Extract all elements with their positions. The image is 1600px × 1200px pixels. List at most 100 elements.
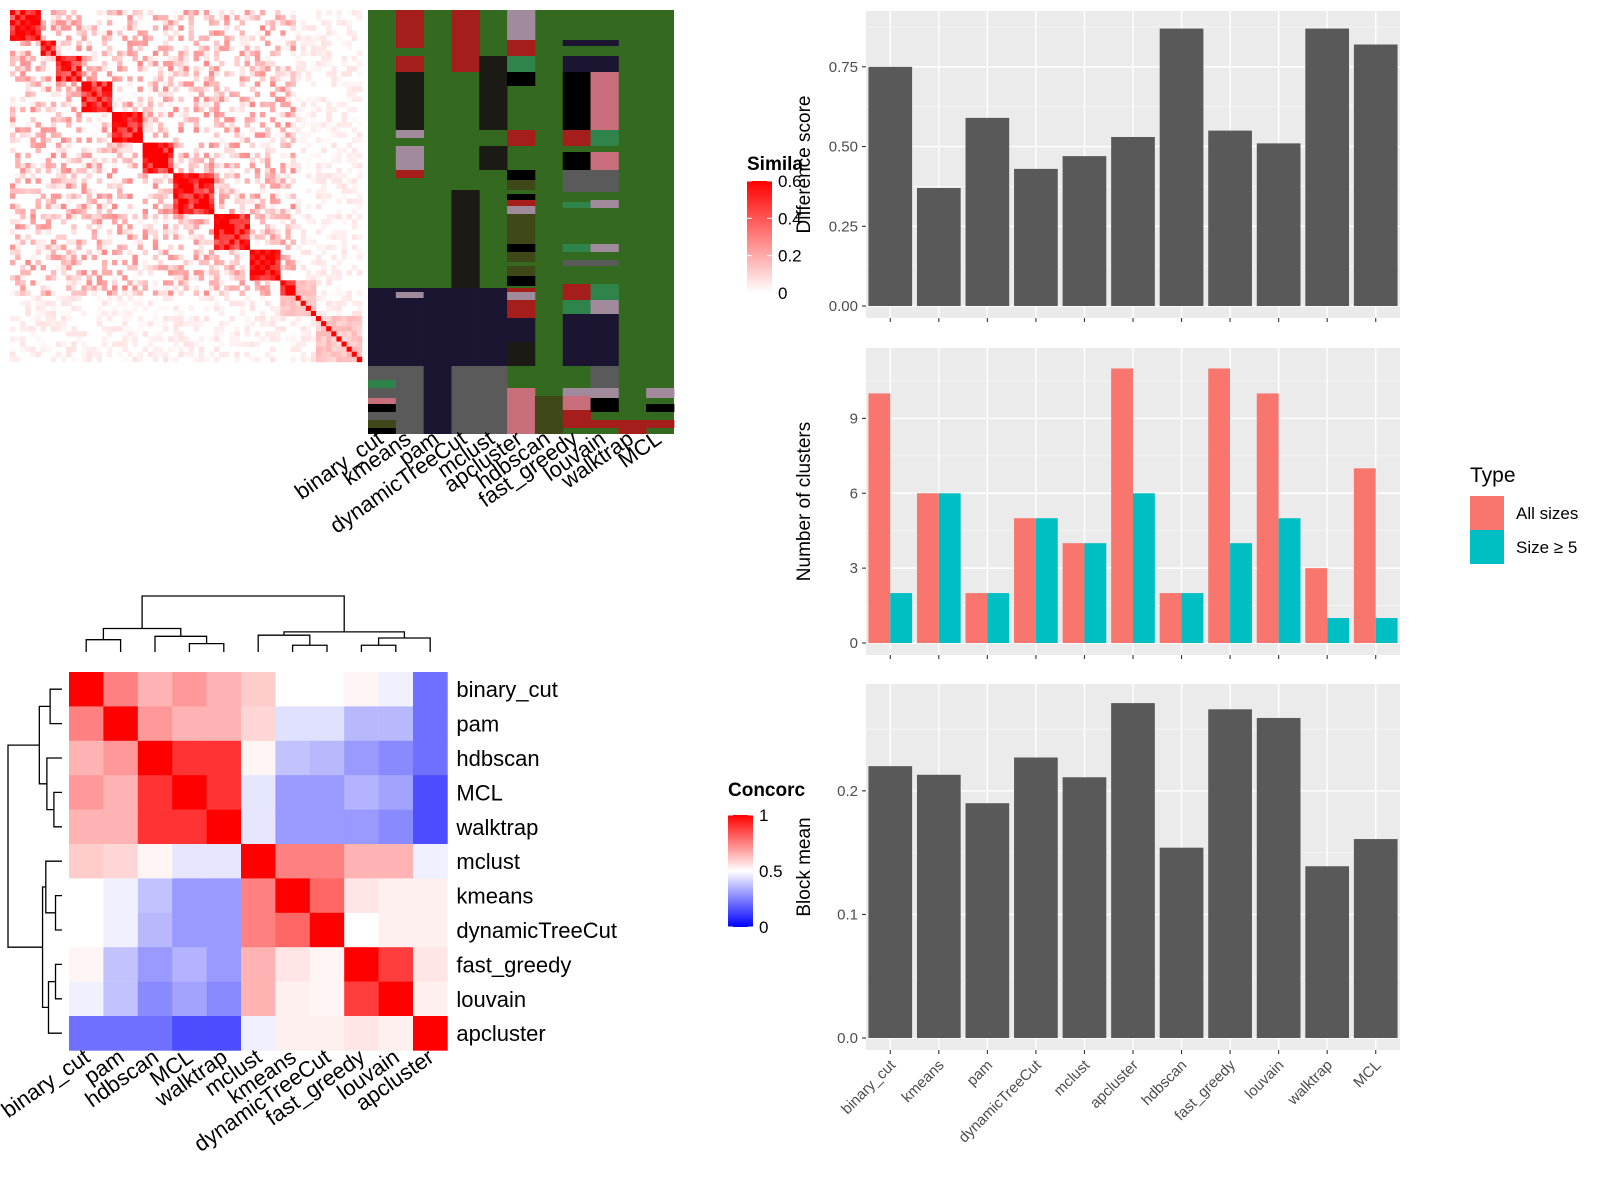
similarity-cell	[142, 208, 148, 215]
similarity-cell	[163, 86, 169, 92]
similarity-cell	[290, 20, 296, 26]
concordance-legend-tick: 0	[759, 918, 768, 937]
similarity-cell	[178, 35, 184, 41]
similarity-cell	[203, 45, 210, 52]
similarity-cell	[20, 163, 26, 169]
similarity-cell	[310, 219, 317, 225]
similarity-cell	[132, 55, 138, 62]
similarity-cell	[321, 316, 327, 322]
similarity-cell	[356, 132, 363, 138]
similarity-cell	[321, 188, 327, 194]
similarity-cell	[285, 224, 291, 230]
similarity-cell	[142, 285, 148, 291]
similarity-cell	[244, 229, 250, 235]
concordance-cell	[413, 912, 448, 948]
similarity-cell	[35, 244, 41, 250]
similarity-cell	[203, 50, 210, 57]
similarity-cell	[275, 193, 281, 199]
similarity-cell	[346, 178, 352, 184]
similarity-cell	[10, 259, 16, 266]
similarity-cell	[25, 132, 31, 138]
similarity-cell	[316, 66, 322, 72]
membership-block	[507, 214, 536, 244]
similarity-cell	[10, 35, 16, 41]
bar	[1327, 618, 1350, 643]
similarity-cell	[142, 265, 148, 271]
similarity-cell	[219, 219, 225, 225]
similarity-cell	[15, 106, 21, 113]
similarity-cell	[50, 321, 57, 327]
similarity-cell	[71, 249, 77, 256]
similarity-cell	[295, 30, 301, 36]
similarity-cell	[203, 163, 210, 169]
similarity-cell	[356, 336, 363, 342]
similarity-cell	[203, 86, 210, 92]
similarity-cell	[295, 316, 301, 322]
similarity-cell	[310, 178, 317, 184]
similarity-cell	[219, 91, 225, 97]
membership-block	[368, 404, 397, 412]
similarity-cell	[45, 86, 52, 92]
similarity-cell	[81, 127, 87, 133]
similarity-cell	[132, 214, 138, 220]
similarity-cell	[96, 219, 103, 225]
similarity-cell	[106, 234, 113, 240]
similarity-cell	[219, 137, 225, 143]
similarity-cell	[71, 178, 77, 184]
similarity-cell	[157, 152, 164, 159]
similarity-cell	[270, 305, 276, 312]
similarity-cell	[30, 214, 36, 220]
similarity-cell	[259, 112, 266, 118]
similarity-cell	[45, 249, 52, 256]
bar	[1159, 593, 1182, 643]
similarity-cell	[96, 310, 103, 317]
similarity-cell	[336, 76, 342, 82]
similarity-cell	[35, 15, 41, 21]
similarity-cell	[55, 183, 62, 189]
similarity-cell	[157, 106, 164, 113]
bar	[916, 188, 961, 306]
similarity-cell	[280, 71, 286, 77]
similarity-cell	[142, 331, 148, 337]
similarity-cell	[300, 310, 307, 317]
similarity-cell	[101, 280, 108, 286]
similarity-cell	[290, 310, 296, 317]
similarity-cell	[229, 239, 235, 245]
concordance-row-label: binary_cut	[456, 677, 558, 702]
similarity-cell	[229, 122, 235, 128]
similarity-cell	[331, 351, 337, 358]
similarity-cell	[188, 198, 194, 205]
similarity-cell	[219, 351, 225, 358]
similarity-cell	[331, 142, 337, 148]
similarity-cell	[112, 122, 118, 128]
similarity-cell	[193, 183, 199, 189]
similarity-cell	[346, 316, 352, 322]
similarity-cell	[341, 351, 347, 358]
similarity-cell	[122, 275, 128, 281]
similarity-cell	[310, 96, 317, 103]
membership-block	[590, 284, 619, 300]
similarity-cell	[239, 290, 245, 296]
similarity-cell	[20, 326, 26, 332]
similarity-cell	[234, 127, 240, 133]
similarity-cell	[265, 157, 271, 164]
similarity-cell	[310, 336, 317, 342]
similarity-cell	[132, 152, 138, 159]
similarity-cell	[127, 142, 133, 148]
similarity-cell	[71, 183, 77, 189]
similarity-cell	[117, 229, 123, 235]
similarity-cell	[193, 117, 199, 123]
similarity-cell	[55, 321, 62, 327]
similarity-cell	[81, 203, 87, 210]
similarity-cell	[188, 157, 194, 164]
similarity-cell	[305, 71, 312, 77]
similarity-cell	[40, 285, 46, 291]
similarity-cell	[81, 147, 87, 154]
similarity-cell	[86, 152, 92, 159]
similarity-cell	[214, 326, 220, 332]
similarity-cell	[101, 10, 108, 16]
similarity-cell	[198, 157, 205, 164]
similarity-cell	[183, 259, 189, 266]
concordance-cell	[206, 706, 242, 742]
similarity-cell	[168, 214, 174, 220]
